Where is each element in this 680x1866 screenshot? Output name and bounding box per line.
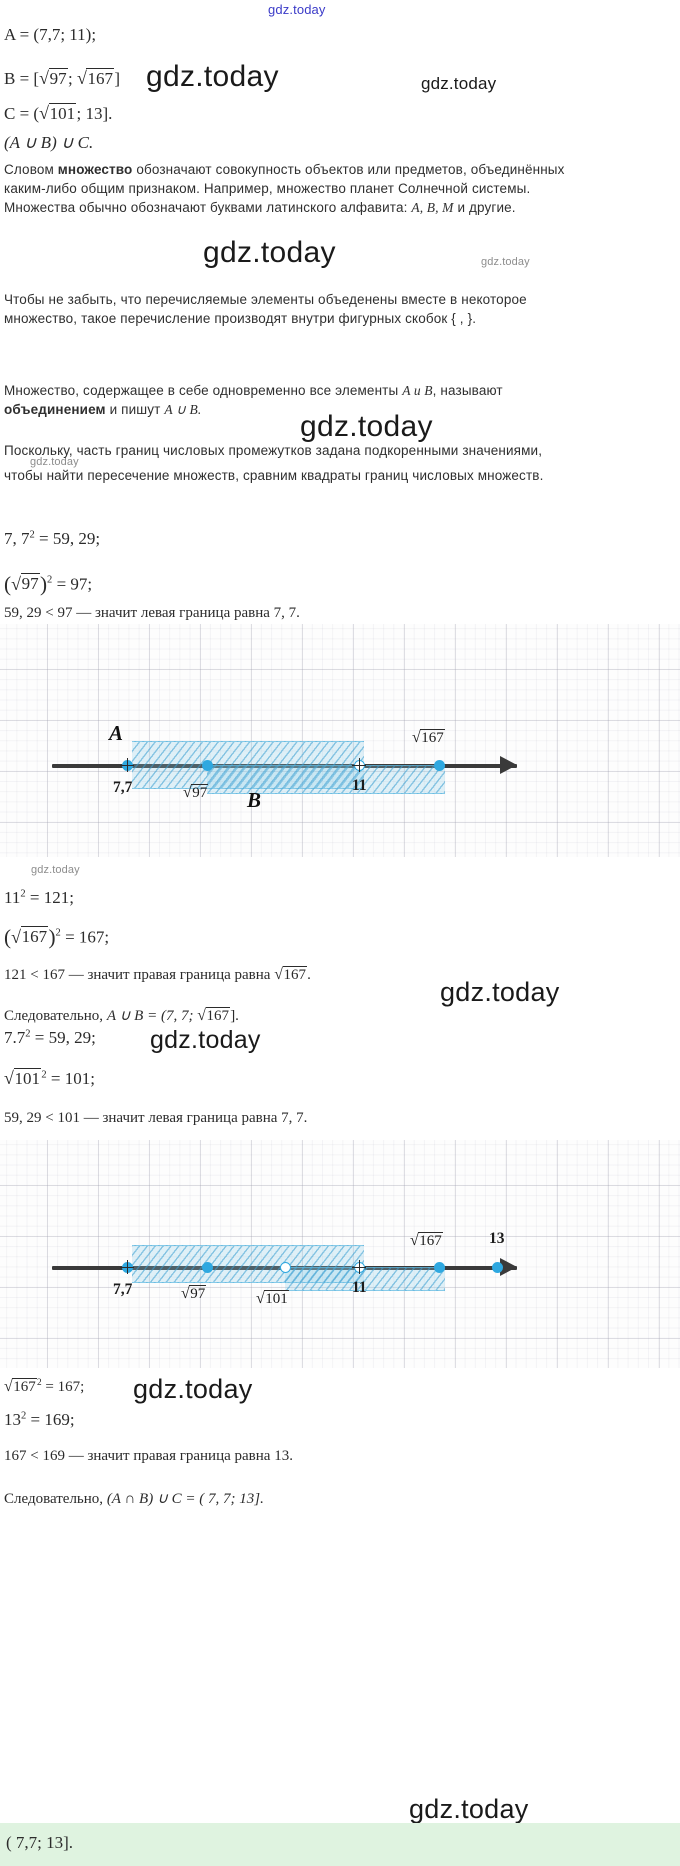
point-marker-13 bbox=[492, 1262, 503, 1273]
tick-label-7-7: 7,7 bbox=[113, 779, 133, 796]
watermark-3: gdz.today bbox=[203, 236, 336, 269]
tick-label-sqrt167: 167 bbox=[412, 729, 445, 747]
number-line-graph-1: A B 7,7 97 11 167 bbox=[0, 624, 680, 857]
step2-conclusion: Следовательно, A ∪ B = (7, 7; 167]. bbox=[4, 1006, 239, 1025]
watermark-4: gdz.today bbox=[481, 256, 530, 268]
tick-label-7-7: 7,7 bbox=[113, 1281, 133, 1298]
watermark-17: gdz.today bbox=[409, 1794, 529, 1824]
given-expression: (A ∪ B) ∪ C. bbox=[4, 133, 94, 152]
point-marker-sqrt101 bbox=[280, 1262, 291, 1273]
theory-paragraph-2: Чтобы не забыть, что перечисляемые элеме… bbox=[4, 292, 527, 326]
tick-label-11: 11 bbox=[352, 1279, 367, 1296]
point-marker-11 bbox=[352, 1260, 366, 1274]
watermark-12: gdz.today bbox=[150, 1026, 261, 1054]
tick-label-13: 13 bbox=[489, 1230, 505, 1247]
step1-comparison: 59, 29 < 97 — значит левая граница равна… bbox=[4, 605, 300, 621]
given-set-c: C = (101; 13]. bbox=[4, 103, 112, 124]
point-marker-7-7 bbox=[120, 1260, 134, 1274]
set-label-a: A bbox=[109, 721, 124, 745]
step2-comparison: 121 < 167 — значит правая граница равна … bbox=[4, 966, 311, 984]
interval-band-b bbox=[207, 765, 445, 794]
watermark-10: gdz.today bbox=[31, 864, 80, 876]
answer-value: ( 7,7; 13]. bbox=[6, 1833, 74, 1852]
watermark-2: gdz.today bbox=[421, 74, 497, 93]
given-set-b: B = [97; 167] bbox=[4, 68, 120, 89]
axis-arrow-icon bbox=[500, 1258, 517, 1276]
tick-label-sqrt97: 97 bbox=[183, 784, 209, 802]
axis-arrow-icon bbox=[500, 756, 517, 774]
watermark-16: gdz.today bbox=[133, 1374, 253, 1404]
watermark-1: gdz.today bbox=[146, 60, 279, 93]
theory-paragraph-3: Множество, содержащее в себе одновременн… bbox=[4, 383, 503, 417]
answer-highlight-box: ( 7,7; 13]. bbox=[0, 1823, 680, 1866]
watermark-11: gdz.today bbox=[440, 977, 560, 1007]
point-marker-11 bbox=[352, 758, 366, 772]
point-marker-sqrt167 bbox=[434, 1262, 445, 1273]
watermark-0: gdz.today bbox=[268, 2, 326, 17]
tick-label-sqrt167: 167 bbox=[410, 1232, 443, 1250]
given-set-a: A = (7,7; 11); bbox=[4, 25, 97, 44]
step3-comparison: 167 < 169 — значит правая граница равна … bbox=[4, 1448, 293, 1464]
tick-label-sqrt97: 97 bbox=[181, 1285, 207, 1303]
step3-equation-1: 1672 = 167; bbox=[4, 1378, 84, 1396]
step3-conclusion: Следовательно, (A ∩ B) ∪ C = ( 7, 7; 13]… bbox=[4, 1491, 264, 1507]
theory-paragraph-4: Поскольку, часть границ числовых промежу… bbox=[4, 443, 544, 483]
step2-equation-4: 1012 = 101; bbox=[4, 1068, 95, 1089]
step2-equation-1: 112 = 121; bbox=[4, 888, 74, 907]
step2-equation-3: 7.72 = 59, 29; bbox=[4, 1028, 96, 1047]
step3-equation-2: 132 = 169; bbox=[4, 1410, 75, 1429]
set-label-b: B bbox=[247, 788, 262, 812]
point-marker-sqrt167 bbox=[434, 760, 445, 771]
step1-equation-2: (97)2 = 97; bbox=[4, 572, 92, 597]
number-line-graph-2: 7,7 97 101 11 167 13 bbox=[0, 1140, 680, 1368]
step1-equation-1: 7, 72 = 59, 29; bbox=[4, 529, 101, 548]
point-marker-sqrt97 bbox=[202, 1262, 213, 1273]
tick-label-11: 11 bbox=[352, 777, 367, 794]
interval-band-upper bbox=[132, 1245, 364, 1283]
step2-comparison-2: 59, 29 < 101 — значит левая граница равн… bbox=[4, 1110, 308, 1126]
interval-band-lower bbox=[285, 1267, 445, 1291]
theory-paragraph-1: Словом множество обозначают совокупность… bbox=[4, 162, 565, 215]
point-marker-7-7 bbox=[120, 758, 134, 772]
tick-label-sqrt101: 101 bbox=[256, 1290, 289, 1308]
point-marker-sqrt97 bbox=[202, 760, 213, 771]
step2-equation-2: (167)2 = 167; bbox=[4, 925, 109, 950]
